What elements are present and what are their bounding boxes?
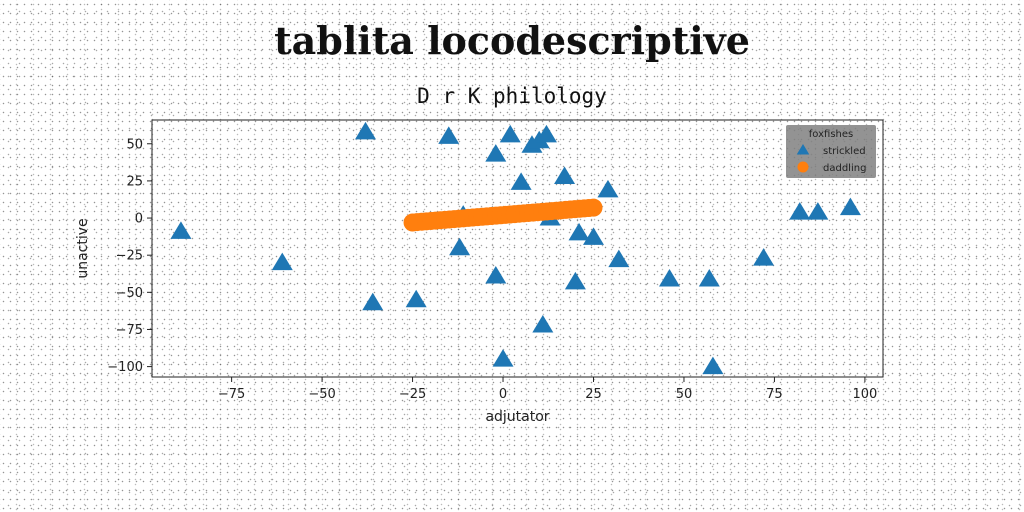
y-tick-label: −75 <box>116 323 143 338</box>
daddling-point <box>584 198 603 217</box>
legend: foxfishes strickled daddling <box>786 125 876 178</box>
strickled-point <box>554 166 576 184</box>
chart-title: tablita locodescriptive <box>274 18 750 63</box>
legend-label: daddling <box>823 163 866 174</box>
legend-marker-daddling <box>797 161 809 173</box>
plot-markers <box>170 121 861 375</box>
strickled-point <box>355 121 377 140</box>
x-tick-label: −25 <box>399 387 426 402</box>
x-tick-label: −50 <box>308 387 335 402</box>
axes-frame <box>151 119 884 378</box>
strickled-point <box>170 221 192 239</box>
strickled-point <box>499 124 521 143</box>
y-axis-ticks: −100 −75 −50 −25 0 25 50 <box>107 137 152 375</box>
strickled-point <box>658 268 680 287</box>
legend-box <box>786 125 876 178</box>
y-tick-label: −50 <box>116 286 143 301</box>
x-tick-label: 75 <box>766 387 783 402</box>
strickled-point <box>362 292 384 311</box>
strickled-point <box>608 249 630 268</box>
strickled-point <box>839 197 861 216</box>
x-tick-label: 25 <box>585 387 602 402</box>
x-tick-label: 50 <box>676 387 693 402</box>
strickled-point <box>698 268 720 287</box>
legend-marker-strickled <box>796 144 810 155</box>
legend-title: foxfishes <box>809 129 853 140</box>
y-tick-label: −100 <box>107 360 143 375</box>
strickled-point <box>449 237 471 256</box>
strickled-point <box>510 172 532 190</box>
strickled-point <box>807 202 829 220</box>
x-axis-ticks: −75 −50 −25 0 25 50 75 100 <box>218 377 877 402</box>
strickled-point <box>568 222 590 241</box>
strickled-point <box>271 252 293 271</box>
x-axis-label: adjutator <box>485 409 549 425</box>
strickled-point <box>532 315 554 333</box>
strickled-point <box>789 202 811 220</box>
strickled-point <box>492 349 514 367</box>
y-tick-label: 25 <box>126 174 143 189</box>
strickled-point <box>564 271 586 290</box>
strickled-point <box>438 126 460 144</box>
strickled-point <box>405 289 427 308</box>
strickled-point <box>582 227 604 245</box>
strickled-point <box>485 265 507 284</box>
x-tick-label: 100 <box>852 387 877 402</box>
strickled-point <box>597 179 619 198</box>
y-tick-label: −25 <box>116 249 143 264</box>
strickled-point <box>535 124 557 143</box>
strickled-point <box>702 356 724 375</box>
x-tick-label: 0 <box>499 387 507 402</box>
strickled-point <box>485 144 507 162</box>
strickled-point <box>753 248 775 266</box>
x-tick-label: −75 <box>218 387 245 402</box>
y-tick-label: 50 <box>126 137 143 152</box>
y-tick-label: 0 <box>135 212 143 227</box>
y-axis-label: unactive <box>75 218 91 278</box>
legend-items: strickled daddling <box>796 144 866 174</box>
legend-label: strickled <box>823 146 866 157</box>
chart-subtitle: D r K philology <box>417 84 607 108</box>
